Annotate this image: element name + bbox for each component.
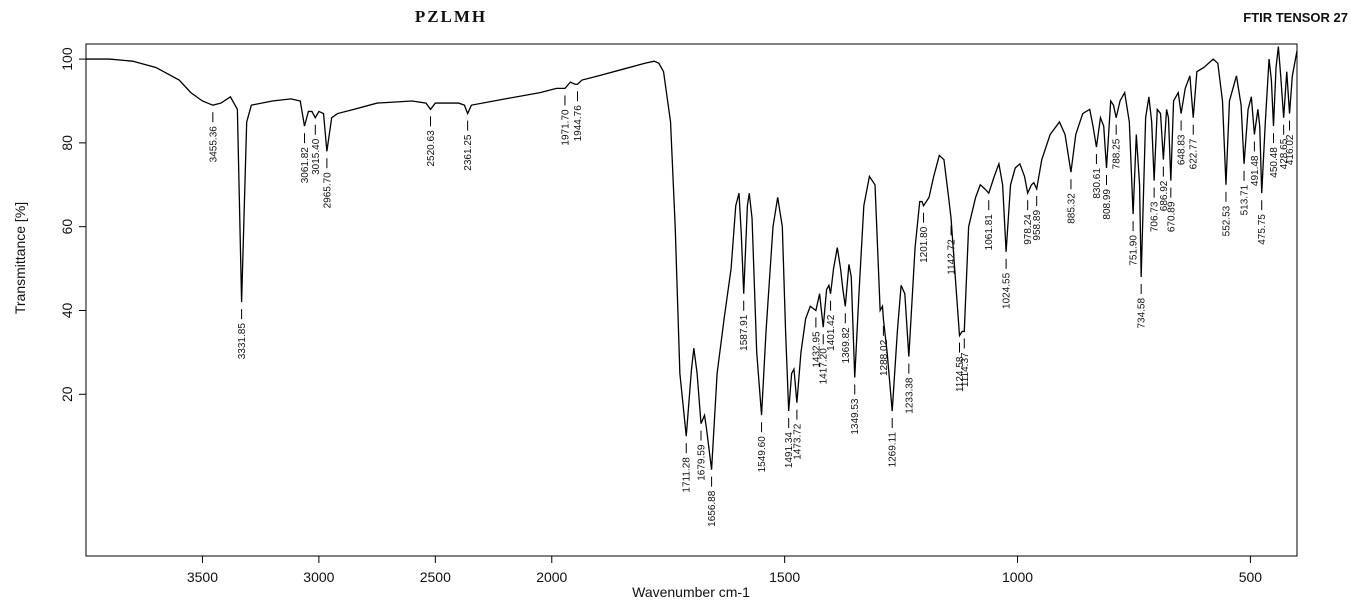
peak-label: 648.83 — [1177, 134, 1188, 165]
peak-label: 751.90 — [1129, 235, 1140, 266]
peak-label: 788.25 — [1112, 138, 1123, 169]
peak-label: 1711.28 — [682, 457, 693, 493]
peak-label: 1944.76 — [573, 105, 584, 142]
plot-frame — [85, 43, 1298, 557]
peak-label: 552.53 — [1221, 205, 1232, 236]
y-tick-label: 60 — [59, 219, 75, 235]
peak-label: 1473.72 — [792, 423, 803, 460]
x-tick-label: 2500 — [420, 569, 451, 585]
peak-label: 1269.11 — [888, 432, 899, 468]
peak-label: 1679.59 — [697, 444, 708, 481]
peak-label: 830.61 — [1092, 168, 1103, 199]
x-tick-label: 2000 — [536, 569, 567, 585]
chart-subtitle: FTIR TENSOR 27 — [1243, 10, 1348, 25]
peak-label: 734.58 — [1137, 298, 1148, 329]
peak-label: 428.65 — [1279, 138, 1290, 169]
peak-label: 450.48 — [1269, 147, 1280, 178]
peak-label: 670.89 — [1166, 201, 1177, 232]
peak-label: 885.32 — [1066, 193, 1077, 224]
peak-label: 1061.81 — [984, 214, 995, 251]
peak-label: 1349.53 — [850, 398, 861, 435]
chart-title: PZLMH — [415, 7, 487, 26]
peak-label: 1432.95 — [811, 331, 822, 368]
peak-label: 2361.25 — [463, 134, 474, 171]
peak-label: 3455.36 — [208, 126, 219, 163]
peak-label: 1369.82 — [841, 327, 852, 364]
y-tick-label: 40 — [59, 302, 75, 318]
peak-label: 491.48 — [1250, 155, 1261, 186]
peak-label: 416.02 — [1285, 134, 1296, 165]
peak-label: 1114.37 — [960, 352, 971, 387]
y-tick-label: 100 — [59, 47, 75, 71]
peak-label: 1233.38 — [904, 377, 915, 414]
peak-label: 686.92 — [1159, 180, 1170, 211]
peak-label: 1024.55 — [1002, 272, 1013, 309]
x-axis-label: Wavenumber cm-1 — [632, 584, 750, 600]
peak-label: 1417.20 — [819, 348, 830, 385]
x-tick-label: 500 — [1239, 569, 1263, 585]
y-tick-label: 80 — [59, 135, 75, 151]
peak-label: 1971.70 — [560, 109, 571, 146]
y-axis-label: Transmittance [%] — [12, 202, 28, 314]
peak-label: 1288.02 — [879, 339, 890, 376]
peak-label: 978.24 — [1023, 214, 1034, 245]
peak-label: 513.71 — [1240, 184, 1251, 215]
x-tick-label: 3000 — [303, 569, 334, 585]
peak-label: 1142.72 — [947, 239, 958, 275]
peak-label: 1491.34 — [784, 432, 795, 469]
spectrum-line — [86, 46, 1298, 470]
peak-label: 1656.88 — [707, 490, 718, 527]
peak-label: 706.73 — [1150, 201, 1161, 232]
peak-label: 1587.91 — [739, 314, 750, 351]
peak-label: 3015.40 — [311, 138, 322, 175]
peak-label: 1549.60 — [757, 436, 768, 473]
peak-label: 2965.70 — [322, 172, 333, 209]
peak-label: 3331.85 — [237, 323, 248, 360]
peak-label: 958.89 — [1032, 210, 1043, 241]
x-tick-label: 1000 — [1002, 569, 1033, 585]
y-tick-label: 20 — [59, 386, 75, 402]
x-tick-label: 1500 — [769, 569, 800, 585]
peak-label: 1124.58 — [955, 356, 966, 392]
peak-label: 622.77 — [1189, 138, 1200, 169]
peak-label: 3061.82 — [300, 147, 311, 184]
peak-label: 2520.63 — [426, 130, 437, 167]
peak-label: 808.99 — [1102, 189, 1113, 220]
x-tick-label: 3500 — [187, 569, 218, 585]
peak-label: 1401.42 — [826, 314, 837, 351]
peak-label: 475.75 — [1257, 214, 1268, 245]
peak-label: 1201.80 — [919, 226, 930, 263]
